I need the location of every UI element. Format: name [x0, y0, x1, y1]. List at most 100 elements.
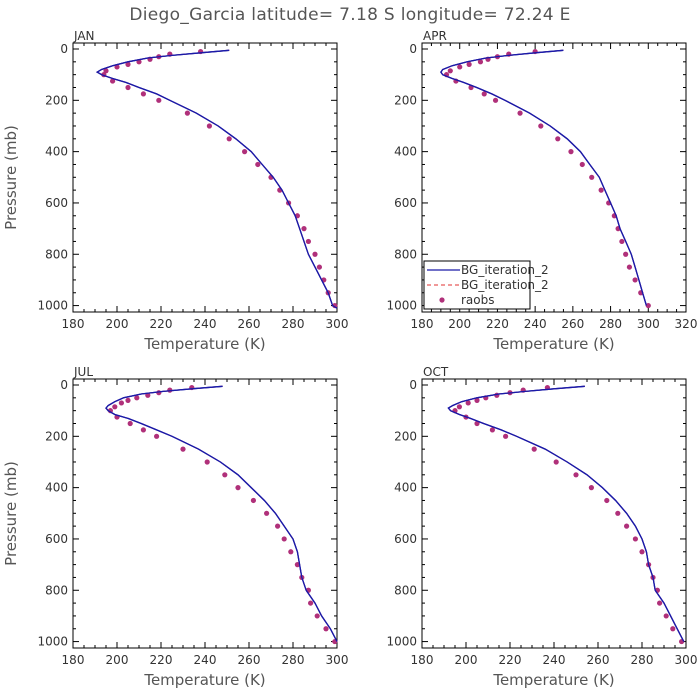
raobs-point [180, 446, 186, 452]
y-tick-label: 800 [394, 583, 417, 597]
raobs-point [140, 91, 146, 97]
raobs-point [125, 397, 131, 403]
x-tick-label: 300 [637, 317, 660, 331]
raobs-point [466, 61, 472, 67]
y-tick-label: 600 [45, 196, 68, 210]
x-tick-label: 240 [524, 317, 547, 331]
raobs-point [288, 549, 294, 555]
raobs-point [226, 136, 232, 142]
raobs-point [275, 523, 281, 529]
y-tick-label: 800 [45, 247, 68, 261]
x-tick-label: 300 [675, 653, 698, 667]
raobs-point [477, 59, 484, 65]
y-axis-label: Pressure (mb) [2, 125, 20, 230]
raobs-point [588, 485, 595, 491]
raobs-point [632, 536, 639, 542]
legend-label: BG_iteration_2 [461, 263, 549, 277]
y-tick-label: 400 [45, 145, 68, 159]
raobs-point [573, 472, 579, 478]
raobs-point [531, 446, 537, 452]
y-tick-label: 1000 [386, 299, 417, 313]
raobs-point [242, 149, 248, 155]
panel-label: JAN [73, 29, 95, 43]
panel-label: OCT [423, 365, 449, 379]
chart-panel-jan: JAN 180 200 220 240 260 280 300 0 200 400 600 800 100… [2, 29, 348, 353]
series-line-solid [95, 49, 338, 309]
raobs-point [503, 433, 509, 439]
raobs-point [323, 626, 329, 632]
x-axis-label: Temperature (K) [143, 671, 265, 689]
raobs-point [154, 433, 160, 439]
raobs-point [250, 497, 256, 504]
raobs-point [314, 613, 320, 619]
series-line-solid-overlay [447, 385, 685, 642]
series-line-dashed [96, 49, 338, 309]
series-line-solid [447, 385, 685, 642]
x-tick-label: 200 [455, 653, 478, 667]
x-tick-label: 200 [106, 317, 129, 331]
panel-label: JUL [73, 365, 93, 379]
x-tick-label: 180 [62, 317, 85, 331]
y-tick-label: 0 [60, 42, 68, 56]
raobs-point [555, 136, 561, 142]
raobs-point [645, 302, 651, 309]
raobs-point [663, 613, 669, 619]
series-line-solid-overlay [105, 385, 338, 642]
raobs-point [447, 68, 453, 74]
raobs-point [112, 404, 118, 410]
x-tick-label: 200 [448, 317, 471, 331]
x-tick-label: 240 [194, 653, 217, 667]
raobs-point [294, 562, 300, 568]
raobs-point [305, 238, 311, 245]
raobs-point [235, 485, 241, 491]
y-tick-label: 600 [45, 532, 68, 546]
series-line-dashed [105, 385, 338, 642]
raobs-point [114, 64, 120, 70]
x-tick-label: 280 [282, 653, 305, 667]
raobs-point [222, 472, 228, 478]
x-tick-label: 280 [282, 317, 305, 331]
y-tick-label: 200 [394, 93, 417, 107]
y-tick-label: 0 [409, 42, 417, 56]
raobs-point [517, 110, 523, 116]
legend-label: raobs [461, 293, 495, 307]
raobs-point [134, 395, 140, 401]
x-tick-label: 320 [675, 317, 698, 331]
series-line-solid [105, 385, 338, 642]
panel-label: APR [423, 29, 447, 43]
raobs-point [125, 61, 131, 67]
raobs-point [103, 68, 109, 74]
raobs-point [489, 427, 495, 433]
raobs-point [110, 78, 116, 84]
raobs-point [308, 600, 314, 606]
y-tick-label: 1000 [386, 635, 417, 649]
y-tick-label: 400 [394, 145, 417, 159]
plot-frame [72, 378, 338, 649]
y-axis-label: Pressure (mb) [2, 461, 20, 566]
x-tick-label: 300 [326, 317, 349, 331]
raobs-point [619, 238, 625, 245]
raobs-point [184, 110, 190, 116]
raobs-point [312, 251, 318, 257]
y-tick-label: 200 [45, 93, 68, 107]
legend-marker-dot [439, 297, 445, 303]
x-tick-label: 200 [106, 653, 129, 667]
x-tick-label: 180 [411, 317, 434, 331]
plot-frame [421, 378, 687, 649]
x-tick-label: 260 [561, 317, 584, 331]
chart-panel-jul: JUL 180 200 220 240 260 280 300 0 200 400 600 800 100… [2, 365, 348, 689]
raobs-point [206, 123, 212, 129]
figure-title: Diego_Garcia latitude= 7.18 S longitude=… [129, 5, 570, 25]
series-line-dashed [447, 385, 685, 642]
y-tick-label: 400 [45, 481, 68, 495]
raobs-point [457, 64, 463, 70]
raobs-point [626, 264, 633, 270]
x-tick-label: 260 [238, 653, 261, 667]
y-tick-label: 1000 [37, 635, 68, 649]
x-tick-label: 220 [486, 317, 509, 331]
raobs-point [474, 397, 480, 403]
raobs-point [125, 84, 131, 91]
raobs-point [553, 459, 559, 465]
x-tick-label: 240 [194, 317, 217, 331]
